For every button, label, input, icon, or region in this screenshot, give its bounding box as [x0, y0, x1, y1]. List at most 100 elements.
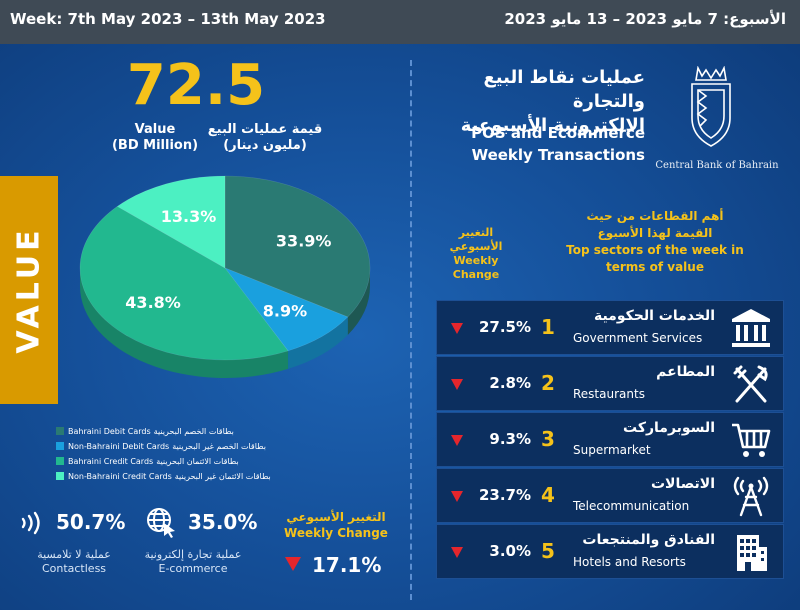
legend-label-ar: بطاقات الخصم البحرينية [153, 426, 234, 436]
sector-change: 2.8% [489, 374, 531, 392]
contactless-caption: عملية لا تلامسية Contactless [14, 548, 134, 576]
government-building-icon [732, 309, 770, 347]
top-head-line3: Top sectors of the week in [566, 243, 744, 257]
title-ar: عمليات نقاط البيع والتجارة الإلكترونية ا… [410, 66, 645, 138]
total-label-ar-line1: قيمة عمليات البيع [207, 122, 323, 137]
contactless-caption-ar: عملية لا تلامسية [37, 548, 111, 561]
cbb-logo-icon [691, 66, 731, 147]
sector-change: 9.3% [489, 430, 531, 448]
legend-label-en: Bahraini Credit Cards [68, 456, 154, 466]
pie-slice-bahraini-credit-cards [79, 205, 289, 361]
wk-head-line1: التغيير [458, 226, 494, 239]
top-head-line1: أهم القطاعات من حيث [586, 209, 724, 223]
sector-rank: 3 [541, 427, 555, 451]
legend-label-en: Non-Bahraini Debit Cards [68, 441, 170, 451]
sector-name-en: Supermarket [573, 443, 651, 457]
legend-item: Non-Bahraini Credit Cards بطاقات الائتمان… [56, 469, 366, 483]
pie-slice-side-bahraini-debit-cards [347, 268, 370, 335]
legend-item: Non-Bahraini Debit Cards بطاقات الخصم غير… [56, 439, 366, 453]
shopping-cart-icon [732, 423, 771, 457]
down-arrow-icon [451, 491, 463, 502]
sector-rank: 5 [541, 539, 555, 563]
contactless-value: 50.7% [56, 510, 126, 534]
sector-name-en: Telecommunication [573, 499, 690, 513]
down-arrow-icon [285, 557, 301, 571]
down-arrow-icon [451, 323, 463, 334]
pie-slice-side-non-bahraini-debit-cards [288, 316, 348, 369]
sector-name-ar: الفنادق والمنتجعات [582, 532, 715, 548]
sector-name-ar: الاتصالات [650, 476, 715, 492]
sector-rank: 4 [541, 483, 555, 507]
section-divider [410, 60, 412, 600]
week-range-ar: الأسبوع: 7 مايو 2023 – 13 مايو 2023 [504, 10, 786, 28]
value-side-tab: VALUE [0, 176, 58, 404]
sector-name-en: Restaurants [573, 387, 645, 401]
down-arrow-icon [451, 435, 463, 446]
legend-label-ar: بطاقات الائتمان البحرينية [156, 456, 239, 466]
hotel-building-icon [737, 535, 767, 571]
sector-name-ar: المطاعم [656, 364, 715, 380]
top-head-line2: القيمة لهذا الأسبوع [597, 226, 713, 240]
sector-change: 27.5% [478, 318, 531, 336]
weekly-change-title-ar: التغيير الأسبوعي [286, 510, 386, 524]
weekly-change-header: التغيير الأسبوعي Weekly Change [436, 226, 516, 282]
wk-head-line3: Weekly [453, 254, 499, 267]
value-pie-chart: 33.9% 8.9% 43.8% 13.3% [79, 175, 371, 378]
title-en: POS and Ecommerce Weekly Transactions [410, 122, 645, 166]
sector-row-government: 27.5% 1 الخدمات الحكومية Government Serv… [436, 300, 784, 355]
ecommerce-value: 35.0% [188, 510, 258, 534]
pie-label-non-bahraini-debit-cards: 8.9% [263, 302, 307, 321]
title-ar-line1: عمليات نقاط البيع والتجارة [483, 67, 645, 112]
legend-label-en: Non-Bahraini Credit Cards [68, 471, 172, 481]
ecommerce-caption-ar: عملية تجارة إلكترونية [144, 548, 242, 561]
weekly-change-title-en: Weekly Change [284, 526, 388, 540]
legend-label-ar: بطاقات الائتمان غير البحرينية [174, 471, 271, 481]
sector-name-ar: الخدمات الحكومية [593, 308, 715, 324]
contactless-icon [21, 511, 40, 535]
total-label-en-line2: (BD Million) [111, 138, 199, 153]
sector-row-restaurants: 2.8% 2 المطاعم Restaurants [436, 356, 784, 411]
wk-head-line2: الأسبوعي [449, 240, 503, 253]
pie-slice-non-bahraini-credit-cards [116, 175, 226, 269]
globe-cursor-icon [147, 508, 175, 538]
legend-swatch [56, 442, 64, 450]
pie-label-bahraini-debit-cards: 33.9% [276, 231, 332, 250]
legend-swatch [56, 427, 64, 435]
down-arrow-icon [451, 547, 463, 558]
total-value: 72.5 [126, 53, 266, 118]
weekly-change-title: التغيير الأسبوعي Weekly Change [276, 509, 396, 541]
sector-rank: 1 [541, 315, 555, 339]
contactless-caption-en: Contactless [41, 562, 107, 575]
pie-label-bahraini-credit-cards: 43.8% [125, 293, 181, 312]
pie-label-non-bahraini-credit-cards: 13.3% [161, 207, 217, 226]
top-head-line4: terms of value [606, 260, 704, 274]
week-header-bar: Week: 7th May 2023 – 13th May 2023 الأسب… [0, 0, 800, 44]
sector-change: 23.7% [478, 486, 531, 504]
title-ar-line2: الإلكترونية الأسبوعية [460, 115, 645, 136]
top-sectors-header: أهم القطاعات من حيث القيمة لهذا الأسبوع … [540, 208, 770, 276]
pie-slice-non-bahraini-debit-cards [224, 267, 349, 352]
pie-slice-side-bahraini-credit-cards [80, 268, 289, 378]
sector-row-telecom: 23.7% 4 الاتصالات Telecommunication [436, 468, 784, 523]
title-en-line1: POS and Ecommerce [471, 124, 645, 142]
sector-name-ar: السوبرماركت [623, 420, 715, 436]
total-label-ar-line2: (مليون دينار) [223, 138, 307, 153]
total-label-ar: قيمة عمليات البيع (مليون دينار) [200, 122, 330, 154]
ecommerce-caption: عملية تجارة إلكترونية E-commerce [138, 548, 248, 576]
fork-knife-icon [733, 365, 768, 403]
sector-row-supermarket: 9.3% 3 السوبرماركت Supermarket [436, 412, 784, 467]
sector-name-en: Hotels and Resorts [573, 555, 686, 569]
title-en-line2: Weekly Transactions [471, 146, 645, 164]
total-label-en-line1: Value [134, 122, 176, 137]
ecommerce-caption-en: E-commerce [158, 562, 228, 575]
sector-rank: 2 [541, 371, 555, 395]
weekly-change-value: 17.1% [312, 553, 382, 577]
legend-label-en: Bahraini Debit Cards [68, 426, 151, 436]
legend-item: Bahraini Debit Cards بطاقات الخصم البحرين… [56, 424, 366, 438]
cbb-logo-text: Central Bank of Bahrain [655, 160, 779, 171]
sector-name-en: Government Services [573, 331, 703, 345]
legend-item: Bahraini Credit Cards بطاقات الائتمان الب… [56, 454, 366, 468]
legend-swatch [56, 457, 64, 465]
pie-slice-bahraini-debit-cards [224, 175, 371, 318]
wk-head-line4: Change [452, 268, 500, 281]
